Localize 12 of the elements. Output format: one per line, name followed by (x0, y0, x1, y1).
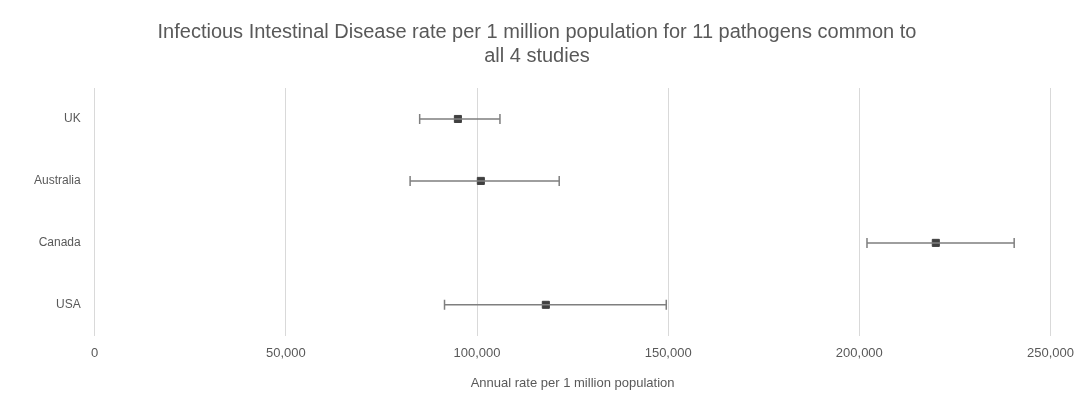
y-tick-label: Canada (38, 235, 81, 250)
x-tick-label: 100,000 (453, 345, 501, 361)
y-tick-label: USA (56, 297, 81, 312)
y-tick-label: UK (64, 111, 81, 126)
x-tick-label: 50,000 (265, 345, 306, 361)
y-tick-label: Australia (34, 173, 82, 188)
chart-title: Infectious Intestinal Disease rate per 1 million population for 11 pathogens common to all 4 studies (157, 19, 917, 66)
x-tick-label: 0 (91, 345, 99, 361)
x-tick-label: 200,000 (835, 345, 883, 361)
x-tick-label: 150,000 (644, 345, 692, 361)
x-tick-label: 250,000 (1027, 345, 1074, 361)
x-axis-title: Annual rate per 1 million population (470, 374, 675, 390)
